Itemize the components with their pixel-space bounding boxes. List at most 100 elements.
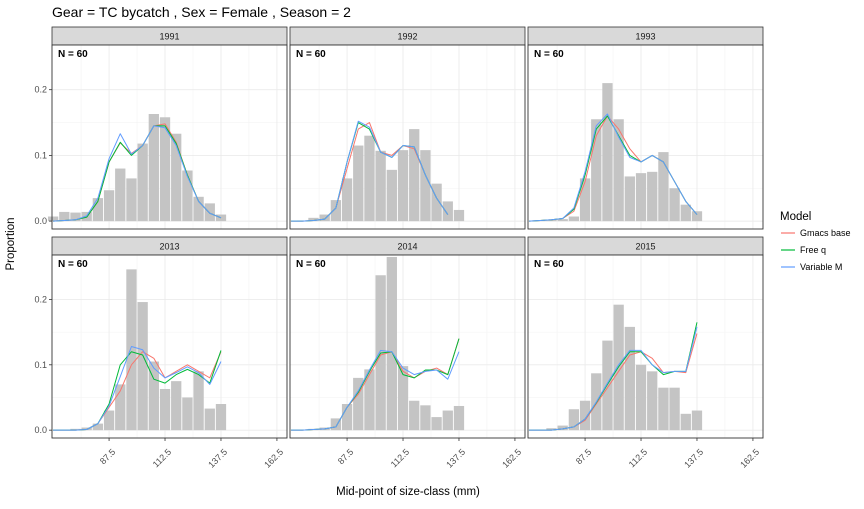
y-tick-label: 0.1	[34, 150, 47, 160]
y-tick-label: 0.0	[34, 216, 47, 226]
bar	[81, 427, 92, 431]
bar	[171, 133, 182, 222]
series-line-variable-m	[53, 346, 222, 431]
x-tick-label: 87.5	[336, 447, 355, 466]
bar	[420, 150, 431, 222]
x-tick-label: 112.5	[389, 447, 412, 470]
legend: Model Gmacs base Free q Variable M	[780, 211, 851, 272]
bar	[647, 371, 658, 431]
bar	[341, 404, 353, 431]
bar	[148, 114, 159, 222]
bar	[215, 404, 227, 431]
bar	[624, 176, 635, 222]
bar	[330, 418, 342, 431]
x-axis-label: Mid-point of size-class (mm)	[336, 486, 480, 498]
bar	[182, 397, 193, 431]
legend-title: Model	[780, 211, 811, 223]
x-tick-label: 112.5	[151, 447, 174, 470]
panel-2014: 2014 N = 60 87.5 112.5 137.5 162.5	[289, 236, 526, 470]
bar	[204, 408, 215, 431]
bar	[658, 387, 669, 431]
bar	[103, 190, 115, 222]
bar	[602, 83, 613, 222]
bar	[103, 410, 115, 431]
bar	[137, 302, 148, 431]
bar	[182, 170, 193, 222]
bar	[658, 152, 669, 222]
bar	[193, 371, 204, 431]
x-tick-label: 162.5	[500, 447, 523, 470]
panel-2013: 2013 N = 60 0.0 0.1 0.2 87.5 112.5 137.5 162.5	[34, 236, 288, 470]
bar	[375, 150, 386, 222]
x-tick-label: 112.5	[627, 447, 650, 470]
legend-label: Free q	[800, 245, 826, 255]
legend-label: Gmacs base	[800, 228, 851, 238]
panel-n-label: N = 60	[58, 49, 88, 60]
panel-border	[289, 44, 526, 230]
series-line-variable-m	[529, 113, 698, 222]
bar	[680, 413, 691, 431]
panel-strip-label: 2014	[397, 242, 417, 252]
bar	[546, 428, 557, 431]
series-line-variable-m	[291, 349, 460, 431]
bar	[341, 178, 353, 222]
panel-1992: 1992 N = 60	[289, 26, 526, 230]
panel-strip-label: 2015	[635, 242, 655, 252]
panel-border	[527, 44, 764, 230]
bar	[453, 209, 465, 222]
x-tick-label: 162.5	[262, 447, 285, 470]
series-line-variable-m	[291, 120, 449, 222]
y-tick-label: 0.1	[34, 360, 47, 370]
bar	[92, 423, 104, 431]
bar	[353, 377, 364, 431]
bar	[47, 216, 59, 222]
panel-n-label: N = 60	[534, 49, 564, 60]
panel-n-label: N = 60	[534, 259, 564, 270]
chart-title: Gear = TC bycatch , Sex = Female , Seaso…	[52, 4, 351, 20]
bar	[591, 119, 602, 222]
bar	[579, 178, 591, 222]
panel-2015: 2015 N = 60 87.5 112.5 137.5 162.5	[527, 236, 764, 470]
bar	[92, 198, 104, 222]
y-tick-label: 0.2	[34, 294, 47, 304]
bar	[647, 171, 658, 222]
bar	[613, 119, 624, 222]
bar	[409, 129, 420, 222]
x-tick-label: 137.5	[682, 447, 705, 470]
bar	[680, 204, 691, 222]
panel-strip-label: 1993	[635, 32, 655, 42]
y-tick-label: 0.0	[34, 425, 47, 435]
x-tick-label: 137.5	[206, 447, 229, 470]
bar	[635, 173, 647, 222]
bar	[137, 143, 148, 222]
bar	[691, 410, 703, 431]
x-tick-label: 137.5	[444, 447, 467, 470]
x-tick-label: 162.5	[738, 447, 761, 470]
bar	[193, 196, 204, 222]
bar	[409, 400, 420, 431]
bar	[319, 214, 330, 222]
bar	[70, 212, 81, 222]
panel-strip-label: 2013	[159, 242, 179, 252]
panel-1991: 1991 N = 60 0.0 0.1 0.2	[34, 26, 288, 230]
bar	[364, 369, 375, 431]
bar	[353, 145, 364, 222]
bar	[557, 219, 568, 222]
bar	[442, 201, 453, 222]
bar	[397, 366, 409, 431]
bar	[579, 400, 591, 431]
bar	[126, 269, 137, 431]
panel-border	[289, 254, 526, 439]
bar	[431, 183, 442, 222]
series-line-variable-m	[53, 125, 222, 222]
bar	[453, 405, 465, 431]
bar	[635, 364, 647, 431]
bar	[602, 340, 613, 431]
panel-n-label: N = 60	[296, 259, 326, 270]
bar	[442, 410, 453, 431]
bar	[115, 168, 126, 222]
panel-n-label: N = 60	[58, 259, 88, 270]
